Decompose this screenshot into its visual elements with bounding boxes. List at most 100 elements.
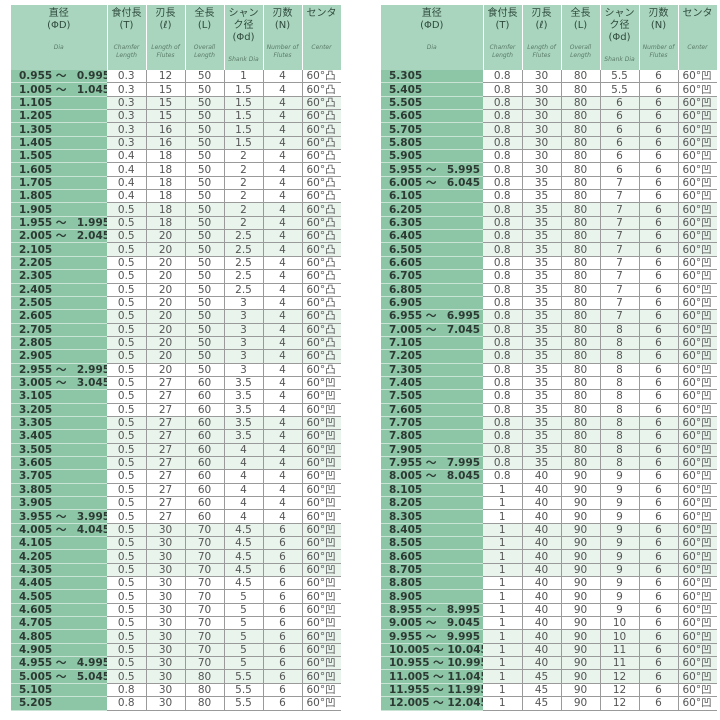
cell-number-of-flutes: 6 xyxy=(639,496,679,511)
table-row: 2.105 0.5 20 50 2.5 4 60°凸 xyxy=(11,242,341,257)
cell-number-of-flutes: 4 xyxy=(263,456,303,471)
cell-shank-diameter: 6 xyxy=(600,122,640,137)
cell-flute-length: 16 xyxy=(146,136,186,151)
cell-chamfer-length: 0.5 xyxy=(107,389,147,404)
cell-shank-diameter: 4.5 xyxy=(224,549,264,564)
cell-chamfer-length: 0.8 xyxy=(483,309,523,324)
cell-diameter: 10.955 ～ 10.995 xyxy=(381,656,483,671)
cell-overall-length: 50 xyxy=(185,109,225,124)
cell-shank-diameter: 7 xyxy=(600,283,640,297)
cell-shank-diameter: 9 xyxy=(600,469,640,484)
cell-overall-length: 90 xyxy=(561,469,601,484)
cell-shank-diameter: 10 xyxy=(600,629,640,644)
cell-overall-length: 90 xyxy=(561,589,601,604)
table-row: 7.905 0.8 35 80 8 6 60°凹 xyxy=(381,443,717,457)
header-number-of-flutes: 刃数 (N) Number of Flutes xyxy=(263,5,303,70)
cell-number-of-flutes: 6 xyxy=(639,523,679,538)
cell-center: 60°凹 xyxy=(302,469,341,484)
cell-chamfer-length: 0.5 xyxy=(107,283,147,297)
cell-flute-length: 18 xyxy=(146,162,186,177)
cell-center: 60°凹 xyxy=(678,403,717,417)
table-row: 8.405 1 40 90 9 6 60°凹 xyxy=(381,523,717,538)
cell-chamfer-length: 0.8 xyxy=(107,696,147,711)
cell-diameter: 7.205 xyxy=(381,349,483,364)
cell-center: 60°凸 xyxy=(302,176,341,191)
cell-diameter: 7.005 ～ 7.045 xyxy=(381,323,483,337)
header-en-label: Number of Flutes xyxy=(642,44,675,59)
cell-number-of-flutes: 4 xyxy=(263,82,303,97)
cell-center: 60°凸 xyxy=(302,323,341,337)
cell-chamfer-length: 0.5 xyxy=(107,242,147,257)
cell-diameter: 5.005 ～ 5.045 xyxy=(11,669,107,684)
cell-shank-diameter: 4 xyxy=(224,456,264,471)
cell-number-of-flutes: 4 xyxy=(263,416,303,431)
cell-number-of-flutes: 6 xyxy=(639,216,679,231)
header-jp1-label: 食付長 xyxy=(111,8,142,19)
cell-center: 60°凸 xyxy=(302,202,341,217)
cell-chamfer-length: 0.8 xyxy=(483,416,523,431)
cell-overall-length: 80 xyxy=(561,82,601,97)
cell-flute-length: 45 xyxy=(522,683,562,698)
cell-flute-length: 40 xyxy=(522,509,562,524)
cell-diameter: 2.105 xyxy=(11,242,107,257)
cell-center: 60°凹 xyxy=(678,429,717,444)
cell-overall-length: 60 xyxy=(185,456,225,471)
table-row: 3.405 0.5 27 60 3.5 4 60°凹 xyxy=(11,429,341,444)
cell-center: 60°凹 xyxy=(678,82,717,97)
cell-overall-length: 50 xyxy=(185,256,225,271)
cell-chamfer-length: 1 xyxy=(483,629,523,644)
cell-number-of-flutes: 6 xyxy=(639,363,679,377)
cell-diameter: 8.505 xyxy=(381,536,483,551)
cell-overall-length: 80 xyxy=(561,189,601,204)
cell-overall-length: 80 xyxy=(561,389,601,404)
table-row: 4.505 0.5 30 70 5 6 60°凹 xyxy=(11,589,341,604)
cell-overall-length: 80 xyxy=(561,403,601,417)
cell-chamfer-length: 0.5 xyxy=(107,349,147,364)
cell-diameter: 2.505 xyxy=(11,296,107,311)
cell-number-of-flutes: 6 xyxy=(639,629,679,644)
cell-number-of-flutes: 6 xyxy=(639,176,679,191)
cell-flute-length: 27 xyxy=(146,416,186,431)
cell-diameter: 1.005 ～ 1.045 xyxy=(11,82,107,97)
cell-overall-length: 90 xyxy=(561,563,601,578)
cell-chamfer-length: 0.5 xyxy=(107,376,147,391)
cell-number-of-flutes: 6 xyxy=(639,309,679,324)
table-row: 5.705 0.8 30 80 6 6 60°凹 xyxy=(381,122,717,137)
cell-overall-length: 50 xyxy=(185,122,225,137)
cell-shank-diameter: 1.5 xyxy=(224,82,264,97)
cell-number-of-flutes: 4 xyxy=(263,349,303,364)
cell-number-of-flutes: 6 xyxy=(639,323,679,337)
cell-center: 60°凸 xyxy=(302,363,341,377)
header-en-label: Length of Flutes xyxy=(151,44,180,59)
cell-diameter: 8.305 xyxy=(381,509,483,524)
cell-flute-length: 30 xyxy=(522,136,562,151)
cell-flute-length: 27 xyxy=(146,456,186,471)
cell-shank-diameter: 11 xyxy=(600,643,640,658)
cell-number-of-flutes: 6 xyxy=(639,162,679,177)
cell-overall-length: 90 xyxy=(561,696,601,711)
cell-number-of-flutes: 4 xyxy=(263,363,303,377)
cell-number-of-flutes: 4 xyxy=(263,149,303,164)
cell-flute-length: 35 xyxy=(522,216,562,231)
cell-flute-length: 20 xyxy=(146,269,186,284)
cell-center: 60°凹 xyxy=(678,656,717,671)
cell-number-of-flutes: 6 xyxy=(639,122,679,137)
cell-number-of-flutes: 6 xyxy=(639,509,679,524)
table-row: 5.955 ～ 5.995 0.8 30 80 6 6 60°凹 xyxy=(381,162,717,177)
header-flute-length: 刃長 (ℓ) Length of Flutes xyxy=(146,5,186,70)
cell-diameter: 5.705 xyxy=(381,122,483,137)
cell-chamfer-length: 0.8 xyxy=(483,296,523,311)
table-row: 7.955 ～ 7.995 0.8 35 80 8 6 60°凹 xyxy=(381,456,717,471)
cell-shank-diameter: 4.5 xyxy=(224,536,264,551)
cell-chamfer-length: 0.5 xyxy=(107,363,147,377)
cell-diameter: 2.405 xyxy=(11,283,107,297)
header-jp2-label xyxy=(303,20,341,32)
cell-flute-length: 30 xyxy=(146,629,186,644)
cell-flute-length: 16 xyxy=(146,122,186,137)
cell-flute-length: 40 xyxy=(522,496,562,511)
header-jp1-label: 刃長 xyxy=(155,8,176,19)
cell-chamfer-length: 1 xyxy=(483,669,523,684)
cell-diameter: 1.805 xyxy=(11,189,107,204)
cell-diameter: 4.805 xyxy=(11,629,107,644)
cell-center: 60°凸 xyxy=(302,70,341,84)
